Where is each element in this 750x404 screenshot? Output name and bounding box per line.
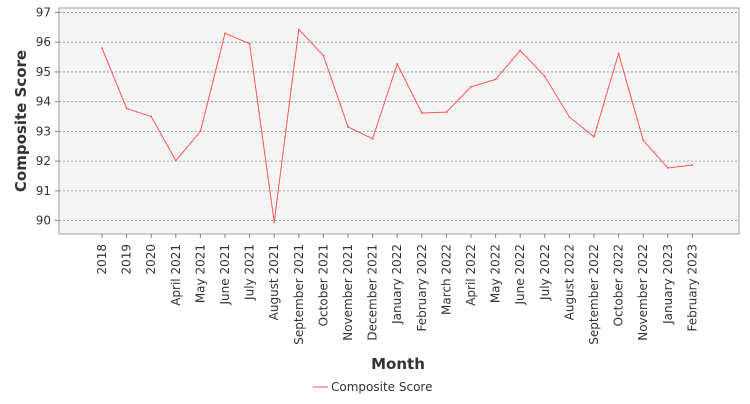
gridlines xyxy=(59,12,739,222)
data-point xyxy=(642,139,645,142)
data-point xyxy=(420,112,423,114)
x-tick-label: February 2022 xyxy=(415,244,429,332)
x-tick-label: October 2021 xyxy=(316,244,330,326)
x-tick-label: April 2021 xyxy=(169,244,183,306)
data-point xyxy=(248,42,251,45)
data-point xyxy=(371,137,374,140)
data-point xyxy=(494,78,497,81)
x-tick-label: June 2022 xyxy=(513,244,527,306)
series-layer xyxy=(101,28,694,224)
y-axis-ticks: 90 91 92 93 94 95 96 97 xyxy=(36,5,59,228)
y-tick-label: 90 xyxy=(36,214,51,228)
data-point xyxy=(470,85,472,88)
x-tick-label: January 2023 xyxy=(661,244,675,325)
y-axis-title: Composite Score xyxy=(12,50,30,192)
data-point xyxy=(125,107,128,110)
x-axis-title: Month xyxy=(371,355,425,373)
x-tick-label: November 2021 xyxy=(341,244,355,341)
x-tick-label: March 2022 xyxy=(439,244,453,315)
y-tick-label: 95 xyxy=(36,65,51,79)
data-point xyxy=(322,54,325,57)
x-tick-label: June 2021 xyxy=(218,244,232,306)
x-tick-label: July 2021 xyxy=(243,244,257,301)
data-point xyxy=(568,116,571,119)
data-point xyxy=(224,32,226,35)
data-point xyxy=(593,135,595,138)
data-point xyxy=(199,130,202,133)
data-point xyxy=(445,111,448,113)
data-point xyxy=(617,52,620,55)
x-tick-label: February 2023 xyxy=(685,244,699,332)
data-point xyxy=(396,63,399,65)
x-tick-label: 2019 xyxy=(120,244,134,275)
x-tick-label: August 2021 xyxy=(267,244,281,320)
x-tick-label: November 2022 xyxy=(636,244,650,341)
x-tick-label: April 2022 xyxy=(464,244,478,306)
legend: Composite Score xyxy=(313,380,432,394)
data-point xyxy=(543,75,546,78)
data-point xyxy=(150,115,153,118)
x-tick-label: 2020 xyxy=(144,244,158,275)
y-tick-label: 91 xyxy=(36,184,51,198)
data-point xyxy=(174,159,177,162)
data-point xyxy=(691,164,694,166)
data-point xyxy=(101,47,103,50)
data-point xyxy=(297,28,300,31)
y-tick-label: 92 xyxy=(36,154,51,168)
data-point xyxy=(273,221,276,224)
y-tick-label: 96 xyxy=(36,35,51,49)
y-tick-label: 93 xyxy=(36,124,51,138)
x-tick-label: August 2022 xyxy=(562,244,576,320)
x-tick-label: May 2021 xyxy=(193,244,207,303)
x-tick-label: September 2022 xyxy=(587,244,601,345)
legend-label: Composite Score xyxy=(331,380,432,394)
x-tick-label: September 2021 xyxy=(292,244,306,345)
x-tick-label: December 2021 xyxy=(366,244,380,341)
y-tick-label: 97 xyxy=(36,5,51,19)
data-point xyxy=(666,167,669,169)
data-point xyxy=(519,49,522,52)
data-point xyxy=(347,126,349,128)
plot-area xyxy=(58,7,740,235)
x-axis-ticks: 2018 2019 2020 April 2021 May 2021 June 2021 J… xyxy=(95,234,699,345)
x-tick-label: January 2022 xyxy=(390,244,404,325)
x-tick-label: May 2022 xyxy=(489,244,503,303)
x-tick-label: 2018 xyxy=(95,244,109,275)
x-tick-label: October 2022 xyxy=(612,244,626,326)
x-tick-label: July 2022 xyxy=(538,244,552,301)
y-tick-label: 94 xyxy=(36,95,51,109)
